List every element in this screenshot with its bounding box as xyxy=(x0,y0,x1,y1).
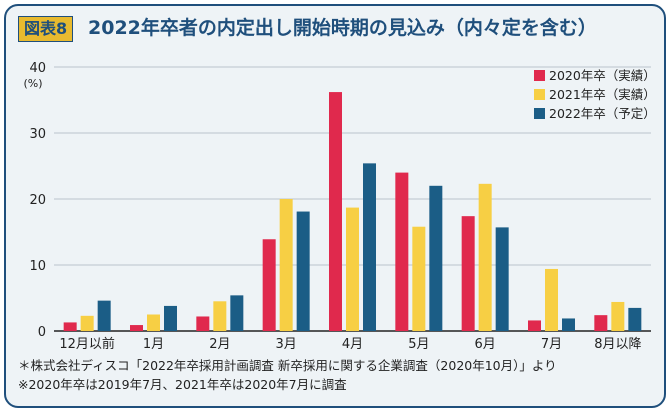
legend: 2020年卒（実績） 2021年卒（実績） 2022年卒（予定） xyxy=(534,68,656,121)
bar xyxy=(594,315,608,331)
bar xyxy=(80,315,94,331)
bar xyxy=(63,322,77,331)
source-note: ＊株式会社ディスコ「2022年卒採用計画調査 新卒採用に関する企業調査（2020… xyxy=(18,358,557,373)
legend-label: 2020年卒（実績） xyxy=(549,68,656,83)
bar xyxy=(196,316,210,331)
chart-title: 2022年卒者の内定出し開始時期の見込み（内々定を含む） xyxy=(88,17,597,39)
x-tick-label: 12月以前 xyxy=(59,336,115,352)
footnotes: ＊株式会社ディスコ「2022年卒採用計画調査 新卒採用に関する企業調査（2020… xyxy=(18,356,658,394)
bar xyxy=(346,207,359,331)
y-tick-label: 10 xyxy=(29,259,46,274)
x-tick-label: 2月 xyxy=(209,337,230,352)
chart-area: 0 10 20 30 40 (%) 12月以前 1月 2月 3月 4月 5月 6月 7月 8月以降 202… xyxy=(6,52,664,352)
bar xyxy=(528,320,541,331)
bar xyxy=(130,325,143,331)
bar xyxy=(97,300,111,331)
legend-swatch xyxy=(534,70,545,81)
x-tick-label: 4月 xyxy=(342,337,363,352)
bar-chart: 0 10 20 30 40(%) 12月以前 1月 2月 3月 4月 5月 6月 7月 8月以降 202… xyxy=(23,61,656,352)
x-tick-label: 3月 xyxy=(276,337,297,352)
figure-frame: 図表8 2022年卒者の内定出し開始時期の見込み（内々定を含む） 0 10 20 30… xyxy=(4,4,666,408)
bar xyxy=(628,307,642,331)
survey-note: ※2020年卒は2019年7月、2021年卒は2020年7月に調査 xyxy=(18,377,347,392)
bar xyxy=(213,301,227,331)
bar xyxy=(296,211,310,331)
bar xyxy=(412,226,426,331)
bar xyxy=(230,295,244,331)
x-tick-label: 6月 xyxy=(475,337,496,352)
y-tick-label: 20 xyxy=(29,193,46,208)
bar xyxy=(545,268,558,331)
bar xyxy=(279,199,293,331)
x-tick-label: 7月 xyxy=(541,337,562,352)
y-tick-label: 30 xyxy=(29,127,46,142)
legend-swatch xyxy=(534,108,545,119)
x-tick-label: 1月 xyxy=(143,337,164,352)
y-tick-label: 0 xyxy=(38,325,46,340)
legend-label: 2022年卒（予定） xyxy=(549,106,656,121)
legend-label: 2021年卒（実績） xyxy=(549,87,656,102)
legend-swatch xyxy=(534,89,545,100)
bar xyxy=(478,183,492,331)
bar xyxy=(562,318,575,331)
bar xyxy=(329,92,342,331)
x-axis-labels: 12月以前 1月 2月 3月 4月 5月 6月 7月 8月以降 xyxy=(59,336,641,352)
bar xyxy=(363,163,376,331)
title-bar: 図表8 2022年卒者の内定出し開始時期の見込み（内々定を含む） xyxy=(6,6,664,52)
figure-number-badge: 図表8 xyxy=(18,16,74,42)
bar xyxy=(611,301,625,331)
bar xyxy=(147,314,160,331)
x-tick-label: 8月以降 xyxy=(594,337,641,352)
bar xyxy=(262,239,276,331)
bar xyxy=(429,185,443,331)
y-tick-label: 40 xyxy=(29,61,46,76)
bars xyxy=(63,92,642,331)
bar xyxy=(495,227,509,331)
y-unit-label: (%) xyxy=(23,77,42,90)
bar xyxy=(395,172,409,331)
bar xyxy=(164,305,177,331)
x-tick-label: 5月 xyxy=(408,337,429,352)
bar xyxy=(461,216,475,331)
